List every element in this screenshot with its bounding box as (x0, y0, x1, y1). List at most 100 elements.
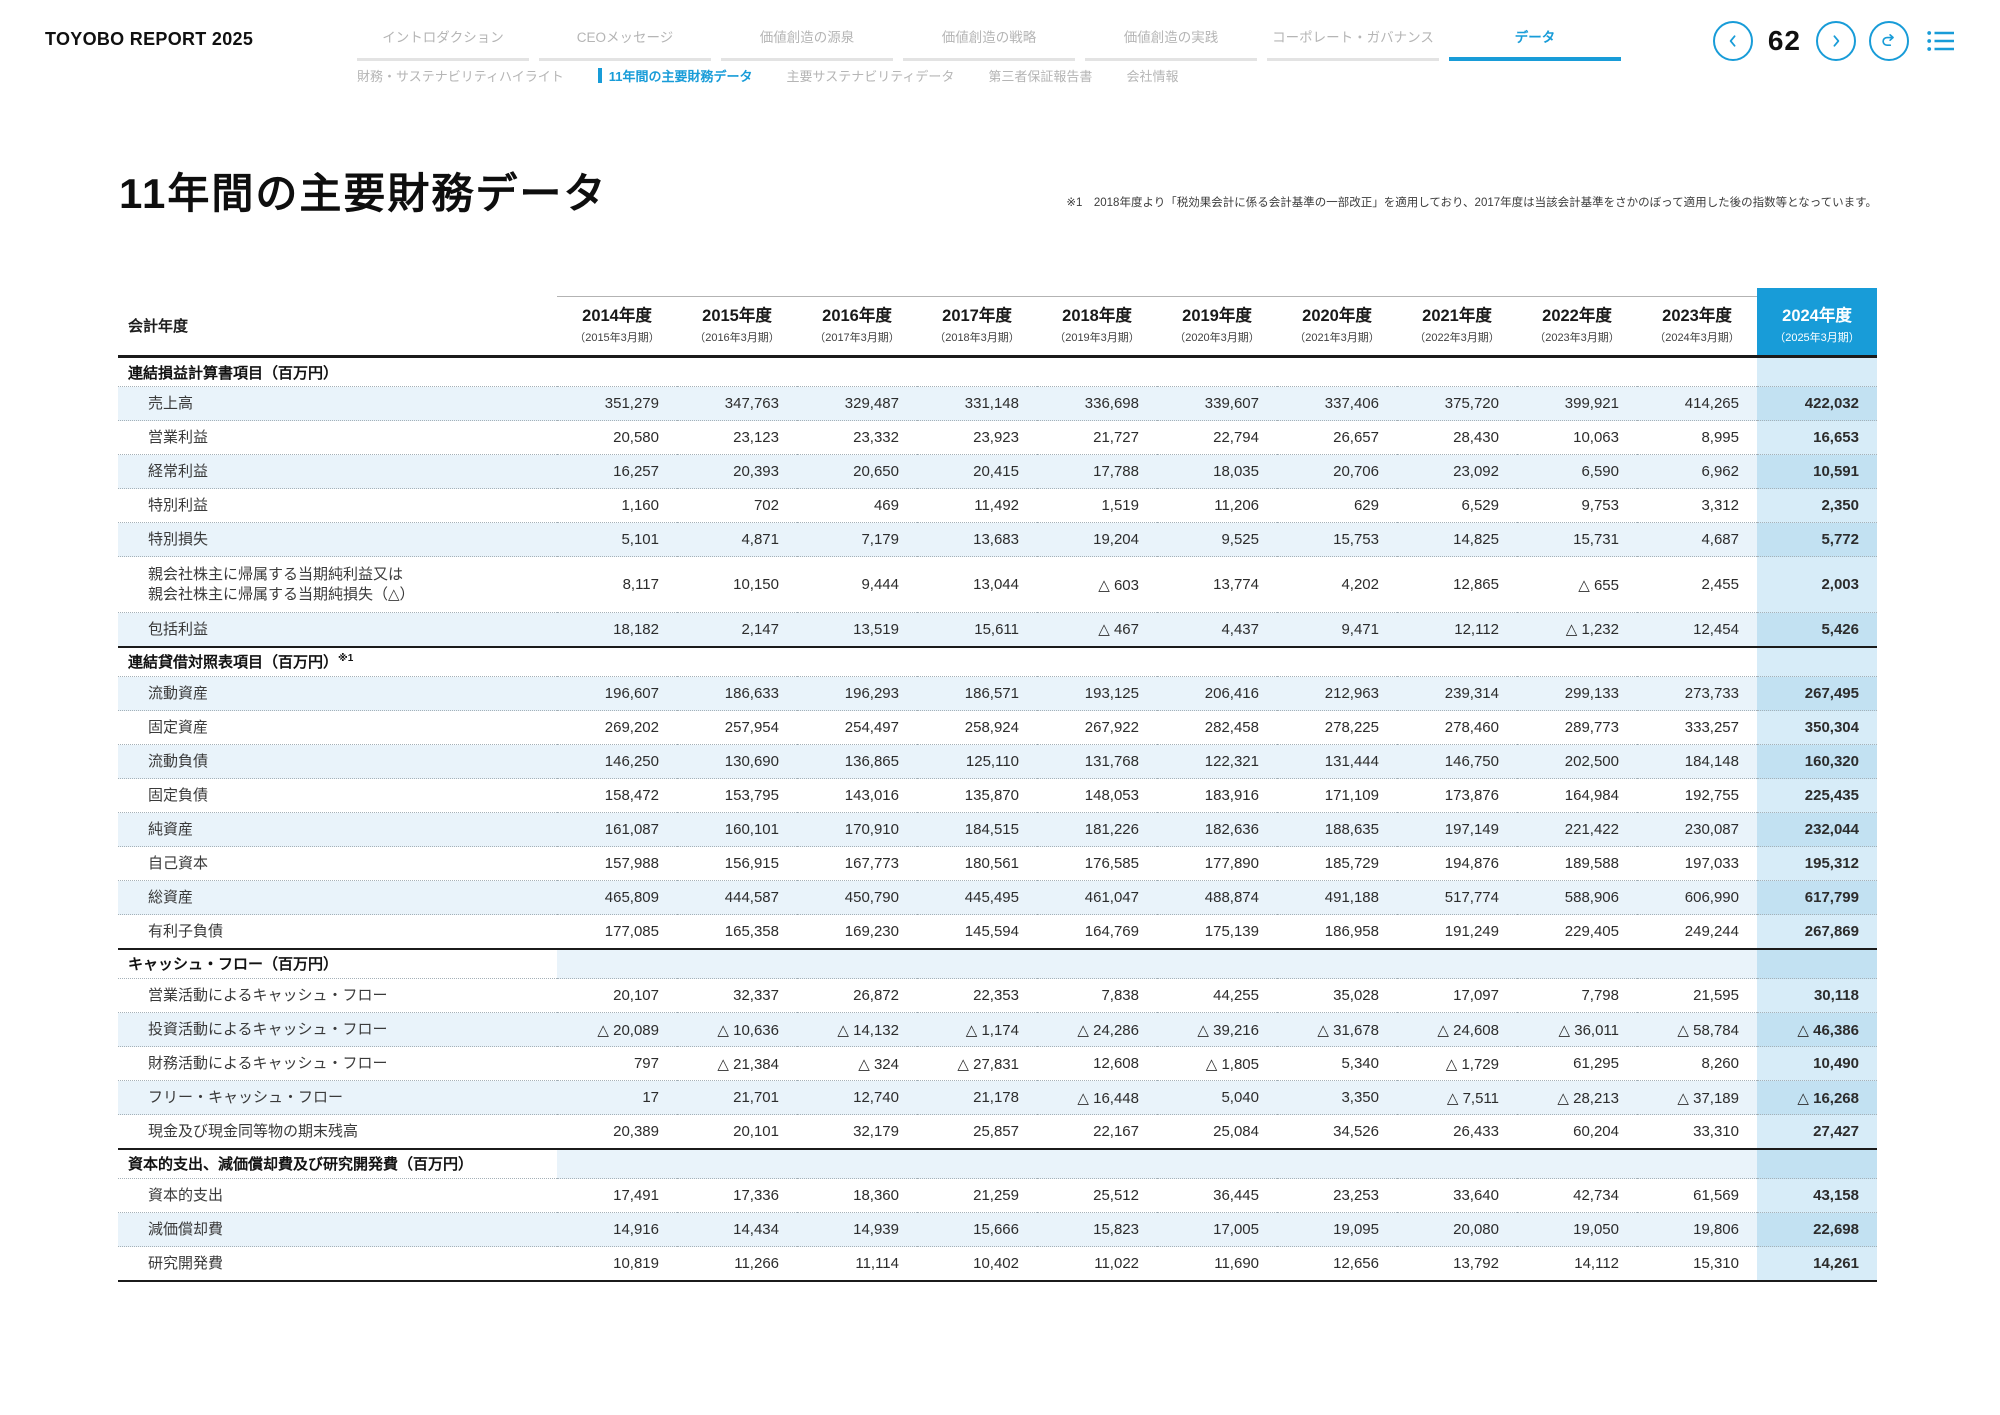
back-button[interactable] (1869, 21, 1909, 61)
value-cell: 130,690 (677, 744, 797, 779)
value-cell: 146,750 (1397, 744, 1517, 779)
value-cell: 21,701 (677, 1080, 797, 1115)
year-column-header: 2022年度 （2023年3月期） (1517, 296, 1637, 358)
value-cell: 1,519 (1037, 488, 1157, 523)
value-cell: 26,657 (1277, 420, 1397, 455)
return-arrow-icon (1878, 30, 1900, 52)
value-cell: 333,257 (1637, 710, 1757, 745)
section-header-cell (1037, 356, 1157, 387)
value-cell: △ 21,384 (677, 1046, 797, 1081)
value-cell: △ 655 (1517, 556, 1637, 613)
value-cell: 22,167 (1037, 1114, 1157, 1149)
value-cell: 183,916 (1157, 778, 1277, 813)
sub-nav-tab-label: 財務・サステナビリティハイライト (357, 69, 564, 84)
value-cell: 26,433 (1397, 1114, 1517, 1149)
value-cell: 170,910 (797, 812, 917, 847)
main-nav-tab-2[interactable]: CEOメッセージ (539, 31, 711, 61)
value-cell: 23,253 (1277, 1178, 1397, 1213)
sub-nav-tab-5[interactable]: 会社情報 (1126, 66, 1178, 85)
sub-nav-tab-2[interactable]: 11年間の主要財務データ (597, 66, 752, 85)
value-cell: 122,321 (1157, 744, 1277, 779)
value-cell: 196,293 (797, 676, 917, 711)
value-cell: 44,255 (1157, 978, 1277, 1013)
value-cell: 20,580 (557, 420, 677, 455)
period-label: （2025年3月期） (1774, 331, 1860, 344)
value-cell: 20,706 (1277, 454, 1397, 489)
main-nav-tab-5[interactable]: 価値創造の実践 (1085, 31, 1257, 61)
value-cell: 3,350 (1277, 1080, 1397, 1115)
table-row: 自己資本 157,988 156,915 167,773 180,561 176,585 1… (118, 846, 1877, 881)
value-cell: 20,650 (797, 454, 917, 489)
main-nav-tab-label: 価値創造の源泉 (759, 30, 855, 45)
next-page-button[interactable] (1816, 21, 1856, 61)
value-cell: 6,529 (1397, 488, 1517, 523)
sub-nav-tab-4[interactable]: 第三者保証報告書 (988, 66, 1092, 85)
table-body: 連結損益計算書項目（百万円） 売上高 351,279 347,763 329,487 33… (118, 356, 1877, 1282)
value-cell: 175,139 (1157, 914, 1277, 949)
value-cell: 12,608 (1037, 1046, 1157, 1081)
value-cell: 8,117 (557, 556, 677, 613)
main-nav-tab-7[interactable]: データ (1449, 31, 1621, 61)
period-label: （2023年3月期） (1534, 331, 1620, 344)
year-label: 2015年度 (702, 307, 772, 326)
value-cell: 193,125 (1037, 676, 1157, 711)
value-cell: △ 58,784 (1637, 1012, 1757, 1047)
value-cell: 202,500 (1517, 744, 1637, 779)
main-nav-tab-4[interactable]: 価値創造の戦略 (903, 31, 1075, 61)
table-row: 特別損失 5,101 4,871 7,179 13,683 19,204 9,525 15,7… (118, 522, 1877, 557)
year-label: 2019年度 (1182, 307, 1252, 326)
list-icon (1926, 28, 1956, 54)
main-nav-tab-3[interactable]: 価値創造の源泉 (721, 31, 893, 61)
section-header-row: キャッシュ・フロー（百万円） (118, 947, 1877, 979)
period-label: （2018年3月期） (934, 331, 1020, 344)
value-cell: 28,430 (1397, 420, 1517, 455)
section-header-cell (917, 1147, 1037, 1179)
section-header-cell (1157, 356, 1277, 387)
sub-nav-tab-label: 主要サステナビリティデータ (786, 69, 955, 84)
value-cell: 1,160 (557, 488, 677, 523)
value-cell: 197,033 (1637, 846, 1757, 881)
value-cell: 11,690 (1157, 1246, 1277, 1282)
table-header: 会計年度 2014年度 （2015年3月期） 2015年度 （2016年3月期） 2016… (118, 287, 1877, 358)
value-cell: 10,490 (1757, 1046, 1877, 1081)
value-cell: 5,426 (1757, 612, 1877, 647)
tab-underline (357, 57, 529, 61)
section-header-cell (677, 645, 797, 677)
value-cell: 329,487 (797, 386, 917, 421)
value-cell: 177,085 (557, 914, 677, 949)
section-header-cell (797, 356, 917, 387)
value-cell: 15,666 (917, 1212, 1037, 1247)
year-column-header: 2020年度 （2021年3月期） (1277, 296, 1397, 358)
main-nav-tab-1[interactable]: イントロダクション (357, 31, 529, 61)
value-cell: 6,962 (1637, 454, 1757, 489)
value-cell: △ 7,511 (1397, 1080, 1517, 1115)
value-cell: 143,016 (797, 778, 917, 813)
sub-nav-tab-3[interactable]: 主要サステナビリティデータ (786, 66, 954, 85)
value-cell: 12,454 (1637, 612, 1757, 647)
value-cell: 9,471 (1277, 612, 1397, 647)
row-label: 減価償却費 (118, 1212, 557, 1247)
section-header-cell (1637, 1147, 1757, 1179)
main-nav-tab-6[interactable]: コーポレート・ガバナンス (1267, 31, 1439, 61)
value-cell: 19,095 (1277, 1212, 1397, 1247)
value-cell: 33,310 (1637, 1114, 1757, 1149)
section-header-cell (1397, 356, 1517, 387)
value-cell: △ 1,232 (1517, 612, 1637, 647)
value-cell: 702 (677, 488, 797, 523)
page-number: 62 (1767, 25, 1801, 56)
value-cell: 18,360 (797, 1178, 917, 1213)
year-label: 2024年度 (1782, 306, 1852, 325)
value-cell: 165,358 (677, 914, 797, 949)
tab-underline (1085, 57, 1257, 61)
table-of-contents-button[interactable] (1922, 22, 1960, 60)
value-cell: 184,515 (917, 812, 1037, 847)
value-cell: △ 39,216 (1157, 1012, 1277, 1047)
value-cell: 14,112 (1517, 1246, 1637, 1282)
value-cell: △ 603 (1037, 556, 1157, 613)
value-cell: △ 36,011 (1517, 1012, 1637, 1047)
sub-nav-tab-1[interactable]: 財務・サステナビリティハイライト (357, 66, 564, 85)
value-cell: 158,472 (557, 778, 677, 813)
value-cell: 491,188 (1277, 880, 1397, 915)
value-cell: 278,225 (1277, 710, 1397, 745)
prev-page-button[interactable] (1712, 21, 1753, 61)
